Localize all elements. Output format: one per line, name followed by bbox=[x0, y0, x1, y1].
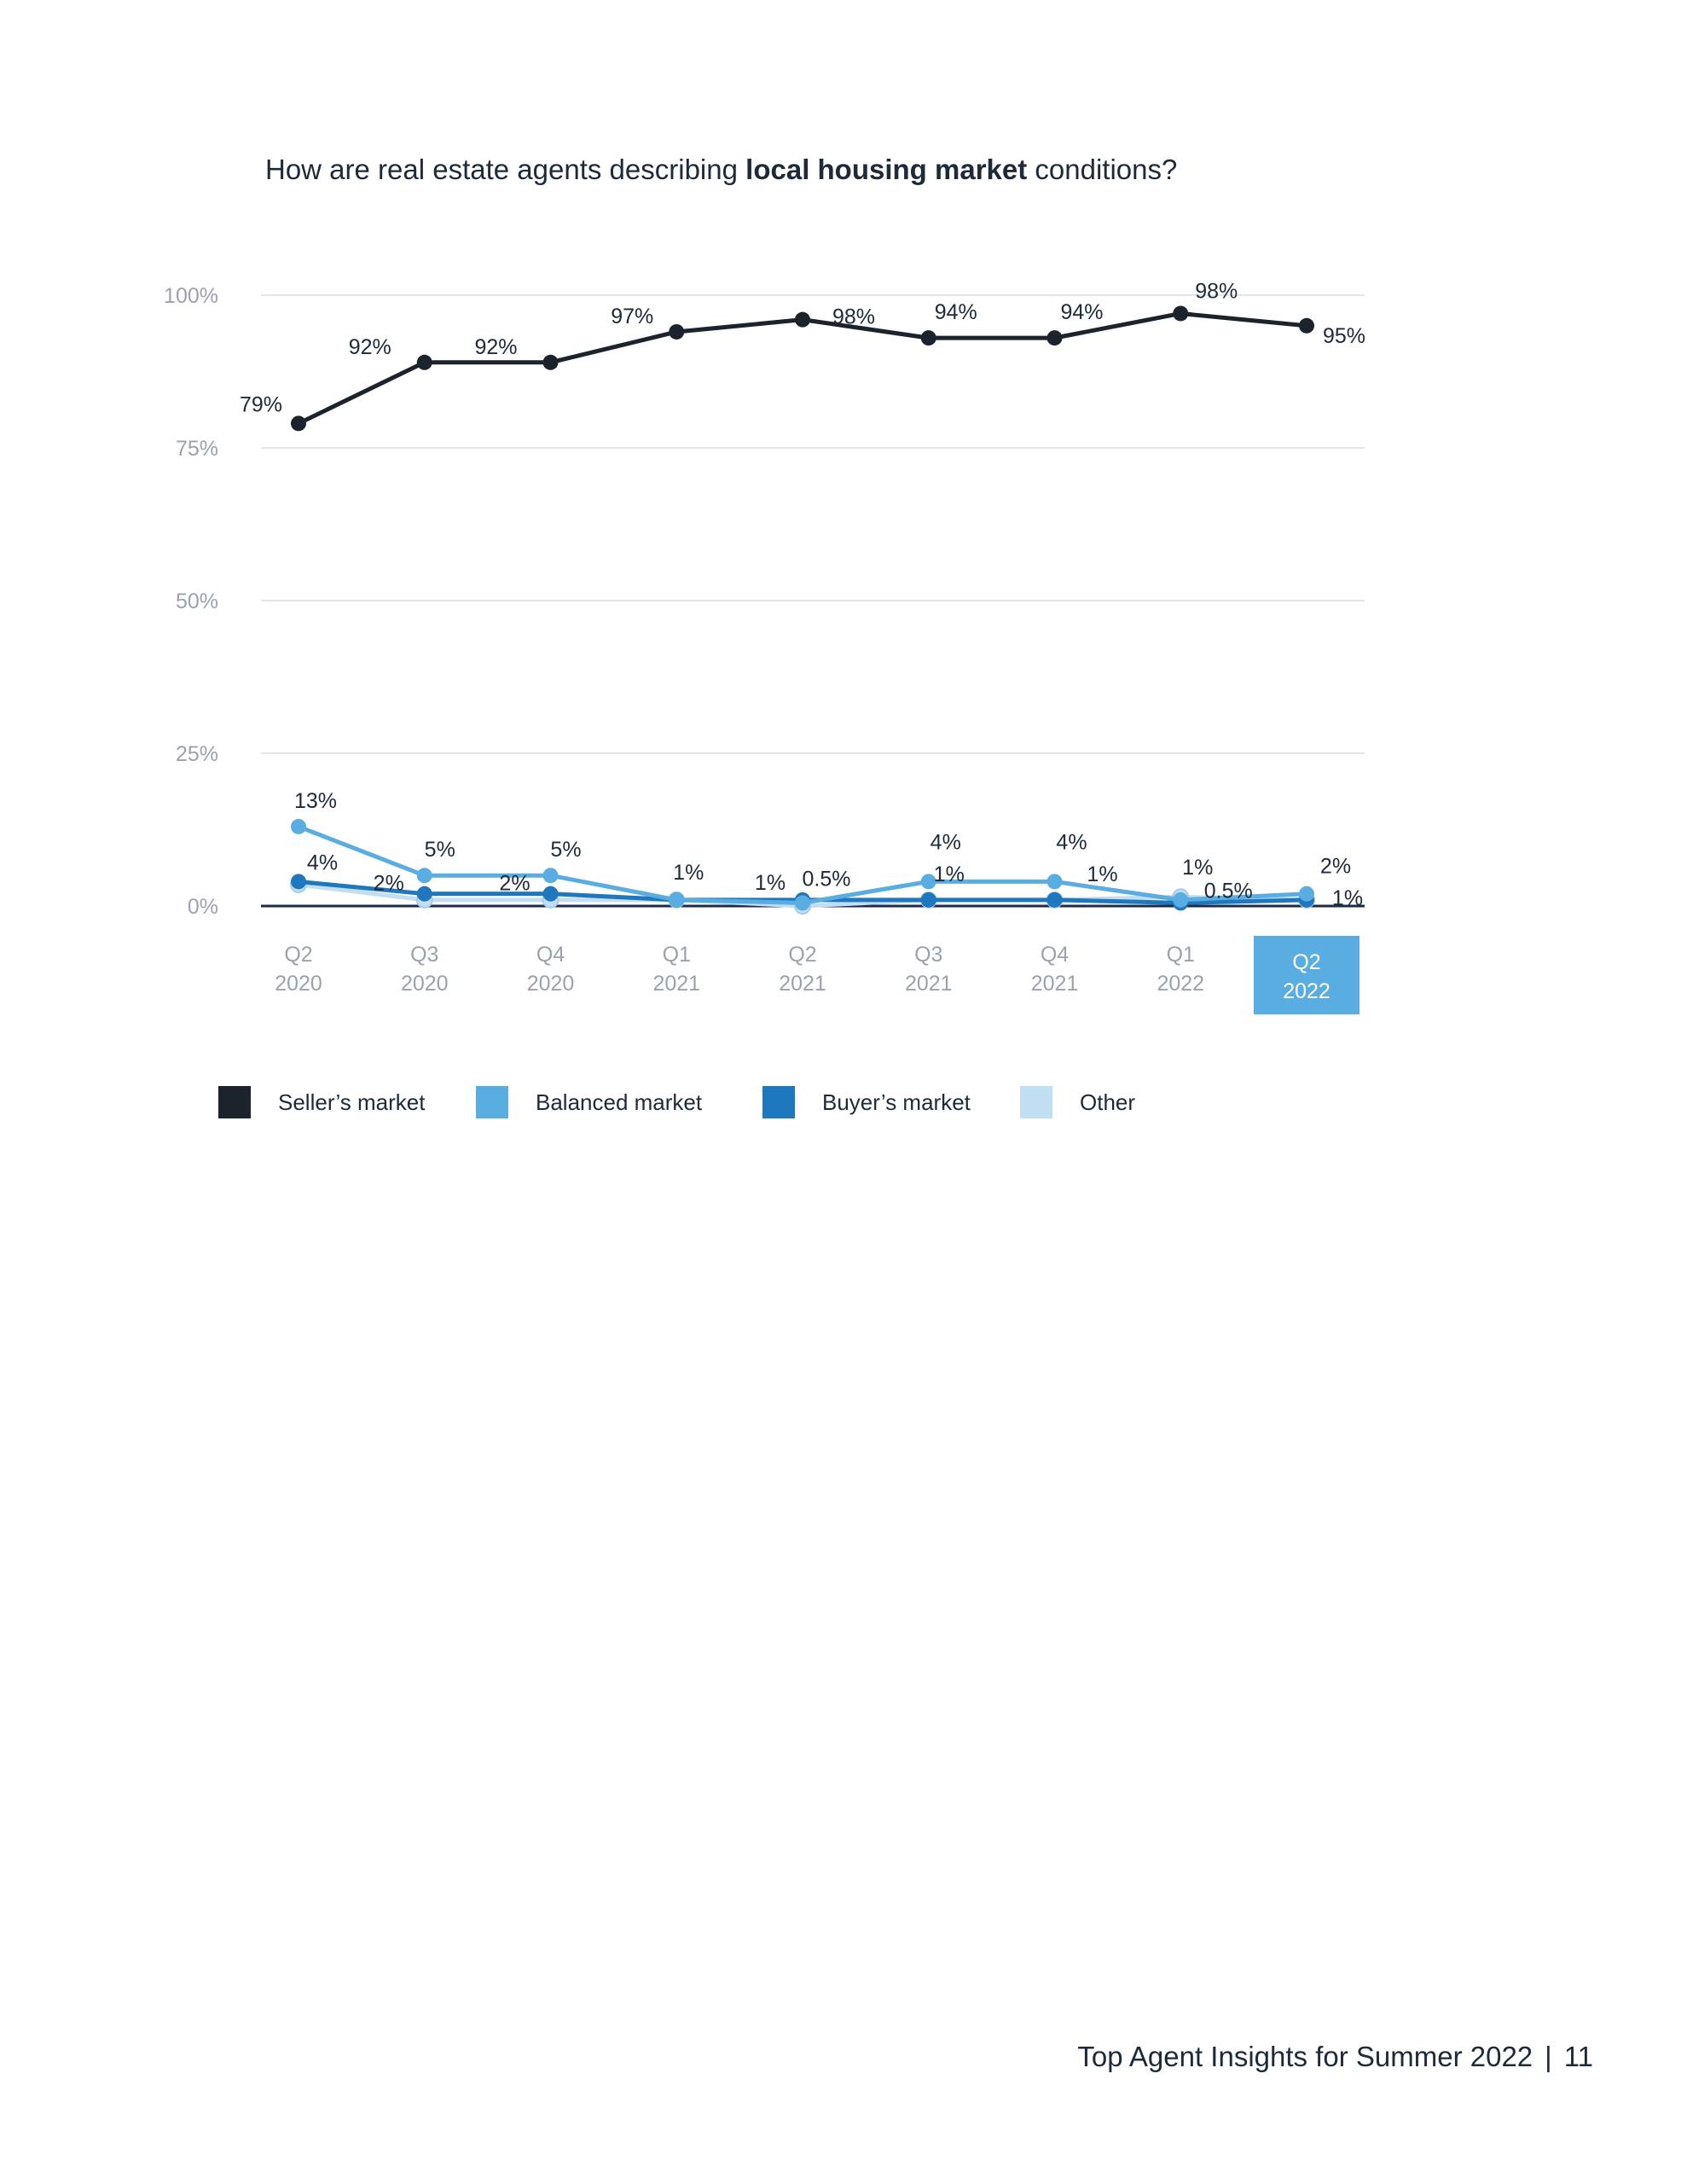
chart-title-suffix: conditions? bbox=[1027, 154, 1178, 185]
data-label: 1% bbox=[1182, 856, 1213, 880]
page-number: 11 bbox=[1563, 2041, 1593, 2072]
data-label: 4% bbox=[930, 830, 961, 854]
data-label: 98% bbox=[1195, 279, 1238, 303]
y-tick-label: 75% bbox=[176, 437, 218, 461]
data-point bbox=[795, 895, 810, 911]
data-point bbox=[920, 330, 936, 346]
line-chart: 0% 25% 50% 75% 100% Q2 2020 Q3 2020 Q4 2020 Q1 2021 Q… bbox=[164, 279, 1365, 1014]
data-label: 0.5% bbox=[803, 867, 851, 891]
data-point bbox=[920, 874, 936, 890]
data-label: 79% bbox=[240, 392, 282, 416]
data-label: 5% bbox=[550, 838, 581, 862]
data-label: 2% bbox=[1320, 855, 1351, 879]
x-tick-label-year: 2020 bbox=[401, 972, 449, 996]
legend-label: Balanced market bbox=[536, 1089, 703, 1115]
data-label: 4% bbox=[1056, 830, 1087, 854]
x-tick-label-year: 2020 bbox=[527, 972, 575, 996]
y-tick-label: 25% bbox=[176, 742, 218, 766]
data-label: 2% bbox=[374, 872, 404, 896]
x-tick-label-quarter: Q1 bbox=[1167, 943, 1195, 967]
data-point bbox=[1299, 886, 1314, 902]
data-point bbox=[1173, 305, 1189, 322]
data-point bbox=[542, 354, 559, 370]
data-point bbox=[795, 311, 810, 328]
data-point bbox=[669, 323, 685, 340]
data-point bbox=[920, 892, 936, 908]
data-point bbox=[291, 415, 306, 432]
x-tick-label-year: 2022 bbox=[1283, 979, 1330, 1003]
data-point bbox=[1046, 892, 1063, 908]
x-tick-label-quarter: Q4 bbox=[536, 943, 565, 967]
data-point bbox=[1046, 874, 1063, 890]
data-label: 92% bbox=[349, 335, 391, 359]
data-label: 5% bbox=[425, 838, 455, 862]
data-label: 94% bbox=[1060, 300, 1103, 324]
x-tick-label-quarter: Q2 bbox=[788, 943, 816, 967]
data-label: 13% bbox=[294, 789, 337, 813]
data-point bbox=[416, 886, 432, 902]
data-point bbox=[1299, 317, 1314, 334]
x-tick-label-quarter: Q3 bbox=[410, 943, 438, 967]
y-tick-label: 0% bbox=[188, 895, 218, 919]
data-label: 1% bbox=[755, 871, 786, 895]
x-tick-label-quarter: Q2 bbox=[284, 943, 312, 967]
data-point bbox=[1046, 330, 1063, 346]
x-tick-label-year: 2021 bbox=[779, 972, 826, 996]
x-tick-label-quarter: Q3 bbox=[914, 943, 942, 967]
x-tick-label-year: 2021 bbox=[652, 972, 700, 996]
footer-title: Top Agent Insights for Summer 2022 bbox=[1077, 2041, 1533, 2072]
series-line bbox=[297, 311, 1307, 426]
legend-label: Other bbox=[1080, 1089, 1136, 1115]
data-point bbox=[669, 892, 685, 908]
y-tick-label: 100% bbox=[164, 284, 218, 308]
data-label: 2% bbox=[499, 872, 530, 896]
legend-swatch bbox=[1020, 1086, 1052, 1118]
data-label: 98% bbox=[832, 305, 875, 329]
data-label: 1% bbox=[673, 861, 704, 885]
data-label: 1% bbox=[934, 863, 965, 886]
data-point bbox=[416, 868, 432, 884]
legend-item: Other bbox=[1020, 1085, 1135, 1119]
legend-swatch bbox=[218, 1086, 251, 1118]
y-tick-label: 50% bbox=[176, 590, 218, 613]
data-label: 1% bbox=[1332, 886, 1363, 910]
chart-title: How are real estate agents describing lo… bbox=[265, 154, 1177, 186]
x-tick-label-quarter: Q2 bbox=[1292, 950, 1320, 974]
x-tick-label-year: 2021 bbox=[1031, 972, 1079, 996]
x-tick-label-year: 2022 bbox=[1157, 972, 1204, 996]
footer-separator: | bbox=[1545, 2041, 1552, 2072]
data-point bbox=[416, 354, 432, 370]
data-point bbox=[542, 868, 559, 884]
chart-title-bold: local housing market bbox=[745, 154, 1028, 185]
x-tick-label-year: 2020 bbox=[275, 972, 322, 996]
data-label: 0.5% bbox=[1204, 879, 1253, 903]
x-highlight-box bbox=[1254, 936, 1359, 1014]
data-label: 1% bbox=[1087, 863, 1117, 886]
page-footer: Top Agent Insights for Summer 2022 | 11 bbox=[1077, 2041, 1593, 2073]
data-point bbox=[291, 874, 306, 890]
data-point bbox=[291, 818, 306, 834]
legend-item: Seller’s market bbox=[218, 1085, 425, 1119]
legend-item: Balanced market bbox=[476, 1085, 702, 1119]
data-label: 97% bbox=[611, 305, 653, 328]
legend-item: Buyer’s market bbox=[762, 1085, 971, 1119]
legend-label: Buyer’s market bbox=[822, 1089, 971, 1115]
x-tick-label-quarter: Q4 bbox=[1041, 943, 1069, 967]
data-label: 4% bbox=[307, 851, 338, 874]
chart-title-prefix: How are real estate agents describing bbox=[265, 154, 746, 185]
data-label: 92% bbox=[474, 335, 517, 359]
data-label: 95% bbox=[1323, 324, 1365, 348]
legend-swatch bbox=[762, 1086, 795, 1118]
legend-label: Seller’s market bbox=[278, 1089, 426, 1115]
x-tick-label-year: 2021 bbox=[905, 972, 953, 996]
data-label: 94% bbox=[935, 300, 977, 324]
x-tick-label-quarter: Q1 bbox=[663, 943, 691, 967]
data-point bbox=[542, 886, 559, 902]
data-point bbox=[1173, 892, 1189, 908]
legend-swatch bbox=[476, 1086, 508, 1118]
